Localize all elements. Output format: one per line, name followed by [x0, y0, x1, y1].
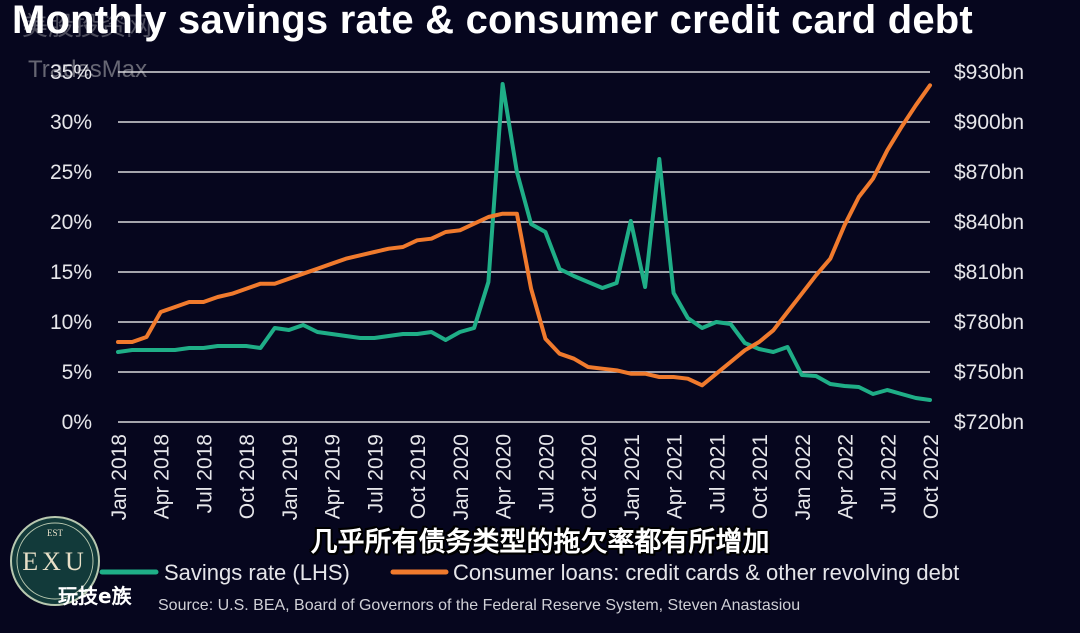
savings-rate-line [116, 82, 932, 402]
x-tick-label: Jul 2022 [877, 434, 900, 513]
right-tick-label: $750bn [954, 361, 1024, 384]
x-tick-label: Oct 2019 [407, 434, 430, 519]
watermark-site: 美股投资网 [22, 11, 153, 41]
credit-debt-line [116, 83, 932, 388]
x-tick-label: Apr 2022 [835, 434, 858, 519]
right-tick-label: $930bn [954, 61, 1024, 84]
x-tick-label: Jan 2022 [792, 434, 815, 520]
x-tick-label: Oct 2020 [578, 434, 601, 519]
x-tick-label: Oct 2018 [236, 434, 259, 519]
legend-savings-label: Savings rate (LHS) [164, 560, 350, 585]
x-axis-ticks: Jan 2018 Apr 2018 Jul 2018 Oct 2018 Jan 2019… [108, 434, 943, 520]
x-tick-label: Oct 2022 [920, 434, 943, 519]
logo-caption: 玩技e族 [58, 584, 132, 608]
x-tick-label: Apr 2018 [151, 434, 174, 519]
x-tick-label: Jan 2020 [450, 434, 473, 520]
right-tick-label: $780bn [954, 311, 1024, 334]
left-tick-label: 35% [50, 61, 92, 84]
video-subtitle: 几乎所有债务类型的拖欠率都有所增加 [310, 527, 770, 558]
left-tick-label: 25% [50, 161, 92, 184]
left-tick-label: 15% [50, 261, 92, 284]
x-tick-label: Apr 2021 [664, 434, 687, 519]
legend: Savings rate (LHS) Consumer loans: credi… [99, 560, 959, 585]
x-tick-label: Jan 2019 [279, 434, 302, 520]
right-axis-ticks: $720bn $750bn $780bn $810bn $840bn $870bn $900… [954, 61, 1024, 434]
left-tick-label: 30% [50, 111, 92, 134]
x-tick-label: Apr 2019 [322, 434, 345, 519]
left-axis-ticks: 0% 5% 10% 15% 20% 25% 30% 35% [50, 61, 92, 434]
right-tick-label: $870bn [954, 161, 1024, 184]
grid-lines [118, 71, 930, 423]
x-tick-label: Jul 2021 [706, 434, 729, 513]
exu-logo: EST EXU [10, 516, 100, 606]
source-note: Source: U.S. BEA, Board of Governors of … [158, 597, 800, 614]
logo-letters: EXU [22, 547, 87, 576]
chart-title: Monthly savings rate & consumer credit c… [12, 0, 973, 42]
right-tick-label: $840bn [954, 211, 1024, 234]
left-tick-label: 20% [50, 211, 92, 234]
watermark-brand: TradesMax [28, 56, 148, 83]
x-tick-label: Apr 2020 [493, 434, 516, 519]
right-tick-label: $900bn [954, 111, 1024, 134]
left-tick-label: 0% [62, 411, 92, 434]
x-tick-label: Jan 2018 [108, 434, 131, 520]
left-tick-label: 5% [62, 361, 92, 384]
x-tick-label: Jul 2019 [364, 434, 387, 513]
left-tick-label: 10% [50, 311, 92, 334]
logo-est: EST [47, 528, 64, 538]
right-tick-label: $810bn [954, 261, 1024, 284]
series-lines [116, 82, 932, 402]
x-tick-label: Jul 2020 [535, 434, 558, 513]
legend-credit-label: Consumer loans: credit cards & other rev… [453, 560, 959, 585]
x-tick-label: Jul 2018 [193, 434, 216, 513]
x-tick-label: Oct 2021 [749, 434, 772, 519]
x-tick-label: Jan 2021 [621, 434, 644, 520]
right-tick-label: $720bn [954, 411, 1024, 434]
